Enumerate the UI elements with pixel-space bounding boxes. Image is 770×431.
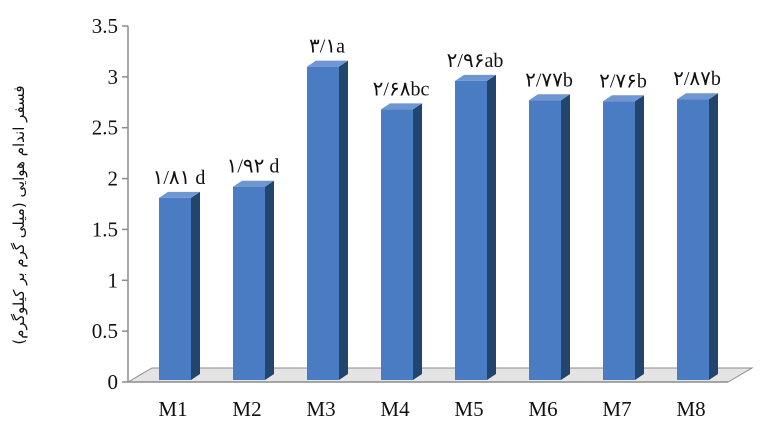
bar xyxy=(603,101,635,381)
data-label: ۲/۶۸bc xyxy=(373,78,430,100)
bar xyxy=(307,66,339,380)
bar-top xyxy=(455,74,496,81)
bar-side xyxy=(413,103,422,381)
data-label: ۲/۷۷b xyxy=(525,69,573,91)
y-tick-label: 0 xyxy=(108,370,119,394)
bar-top xyxy=(381,103,422,110)
bar-top xyxy=(307,60,348,67)
bar-side xyxy=(561,94,570,380)
y-tick-label: 1 xyxy=(108,268,119,292)
axes: 0 0.5 1 1.5 2 2.5 3 3.5 xyxy=(92,14,728,394)
x-tick-label: M7 xyxy=(602,397,631,421)
bar xyxy=(455,80,487,380)
bar-side xyxy=(635,95,644,381)
labels: ۱/۸۱ d M1 ۱/۹۲ d M2 ۳/۱a M3 ۲/۶۸bc M4 ۲/۹۶ab M5 ۲/… xyxy=(153,36,721,421)
x-tick-label: M8 xyxy=(676,397,705,421)
y-tick-label: 3.5 xyxy=(92,14,118,38)
y-tick-label: 1.5 xyxy=(92,217,118,241)
y-tick-label: 2 xyxy=(108,167,119,191)
data-label: ۲/۹۶ab xyxy=(447,50,504,72)
data-label: ۱/۹۲ d xyxy=(227,156,280,178)
x-tick-label: M4 xyxy=(380,397,410,421)
bar-top xyxy=(233,180,274,187)
y-axis-title: فسفر اندام هوایی (میلی گرم بر کیلوگرم) xyxy=(10,85,28,344)
bar-side xyxy=(487,74,496,380)
chart-floor xyxy=(126,367,754,383)
bar-top xyxy=(677,93,718,100)
bar xyxy=(677,99,709,380)
bar xyxy=(233,186,265,380)
data-label: ۳/۱a xyxy=(309,36,345,58)
bar-side xyxy=(265,180,274,380)
floor-plane xyxy=(126,367,754,383)
y-tick-label: 0.5 xyxy=(92,319,118,343)
bar xyxy=(529,100,561,380)
bar-top xyxy=(529,94,570,101)
bar-top xyxy=(603,95,644,102)
bar-side xyxy=(709,93,718,380)
data-label: ۱/۸۱ d xyxy=(153,167,206,189)
bar xyxy=(159,197,191,380)
bar-side xyxy=(191,191,200,380)
bar xyxy=(381,109,413,381)
x-tick-label: M5 xyxy=(454,397,483,421)
x-tick-label: M2 xyxy=(232,397,261,421)
y-tick-label: 2.5 xyxy=(92,116,118,140)
y-tick-label: 3 xyxy=(108,65,119,89)
bar-side xyxy=(339,60,348,380)
x-tick-label: M6 xyxy=(528,397,557,421)
bars xyxy=(159,60,718,381)
x-tick-label: M1 xyxy=(158,397,187,421)
x-tick-label: M3 xyxy=(306,397,335,421)
data-label: ۲/۷۶b xyxy=(599,70,647,92)
bar-top xyxy=(159,191,200,198)
data-label: ۲/۸۷b xyxy=(673,68,721,90)
